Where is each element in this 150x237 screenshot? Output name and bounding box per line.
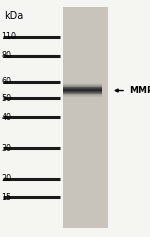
Bar bbox=[63, 85, 102, 86]
Text: 50: 50 bbox=[2, 94, 12, 103]
Bar bbox=[63, 90, 102, 91]
Bar bbox=[63, 93, 102, 94]
Text: 15: 15 bbox=[2, 193, 12, 202]
Bar bbox=[63, 7, 108, 228]
Bar bbox=[63, 88, 102, 89]
Text: 110: 110 bbox=[2, 32, 16, 41]
Bar bbox=[63, 87, 102, 88]
Bar bbox=[63, 92, 102, 93]
Text: 20: 20 bbox=[2, 174, 12, 183]
Bar bbox=[63, 89, 102, 90]
Text: 80: 80 bbox=[2, 51, 12, 60]
Bar bbox=[63, 97, 102, 98]
Text: MMP-13: MMP-13 bbox=[129, 86, 150, 95]
Bar bbox=[63, 96, 102, 97]
Text: 40: 40 bbox=[2, 113, 12, 122]
Bar bbox=[63, 84, 102, 85]
Text: kDa: kDa bbox=[4, 11, 24, 21]
Bar bbox=[63, 95, 102, 96]
Bar bbox=[63, 83, 102, 84]
Text: 30: 30 bbox=[2, 144, 12, 153]
Bar bbox=[63, 91, 102, 92]
Bar bbox=[63, 86, 102, 87]
Text: 60: 60 bbox=[2, 77, 12, 86]
Bar bbox=[63, 94, 102, 95]
